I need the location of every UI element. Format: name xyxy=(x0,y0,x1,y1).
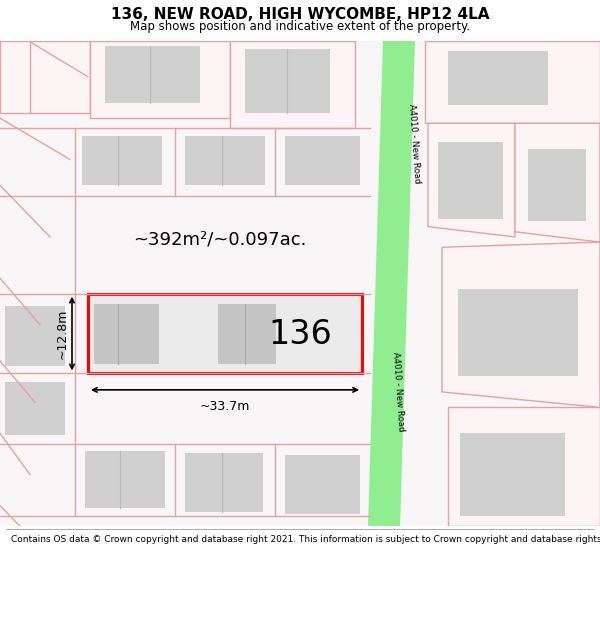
Polygon shape xyxy=(425,41,600,123)
Bar xyxy=(82,136,162,185)
Polygon shape xyxy=(442,242,600,408)
Bar xyxy=(438,142,503,219)
Text: ~392m²/~0.097ac.: ~392m²/~0.097ac. xyxy=(133,230,307,248)
Bar xyxy=(218,304,276,364)
Bar xyxy=(5,382,65,436)
Polygon shape xyxy=(0,41,90,113)
Text: Contains OS data © Crown copyright and database right 2021. This information is : Contains OS data © Crown copyright and d… xyxy=(11,535,600,544)
Bar xyxy=(285,455,360,514)
Bar xyxy=(458,289,578,376)
Bar xyxy=(185,136,265,185)
Bar xyxy=(460,433,565,516)
Polygon shape xyxy=(368,41,415,526)
Bar xyxy=(528,149,586,221)
Bar xyxy=(88,294,362,373)
Polygon shape xyxy=(428,123,515,237)
Text: 136: 136 xyxy=(268,318,332,351)
Text: A4010 - New Road: A4010 - New Road xyxy=(391,352,406,432)
Text: 136, NEW ROAD, HIGH WYCOMBE, HP12 4LA: 136, NEW ROAD, HIGH WYCOMBE, HP12 4LA xyxy=(111,8,489,22)
Bar xyxy=(285,136,360,185)
Polygon shape xyxy=(515,123,600,242)
Text: ~33.7m: ~33.7m xyxy=(200,400,250,413)
Bar xyxy=(105,46,200,102)
Bar xyxy=(94,304,159,364)
Polygon shape xyxy=(448,408,600,526)
Bar xyxy=(185,453,263,512)
Text: Map shows position and indicative extent of the property.: Map shows position and indicative extent… xyxy=(130,20,470,33)
Polygon shape xyxy=(90,41,230,118)
Bar xyxy=(85,451,165,508)
Text: A4010 - New Road: A4010 - New Road xyxy=(407,104,422,184)
Bar xyxy=(245,49,330,113)
Polygon shape xyxy=(230,41,355,129)
Text: ~12.8m: ~12.8m xyxy=(56,308,69,359)
Bar xyxy=(5,306,65,366)
Bar xyxy=(448,51,548,104)
